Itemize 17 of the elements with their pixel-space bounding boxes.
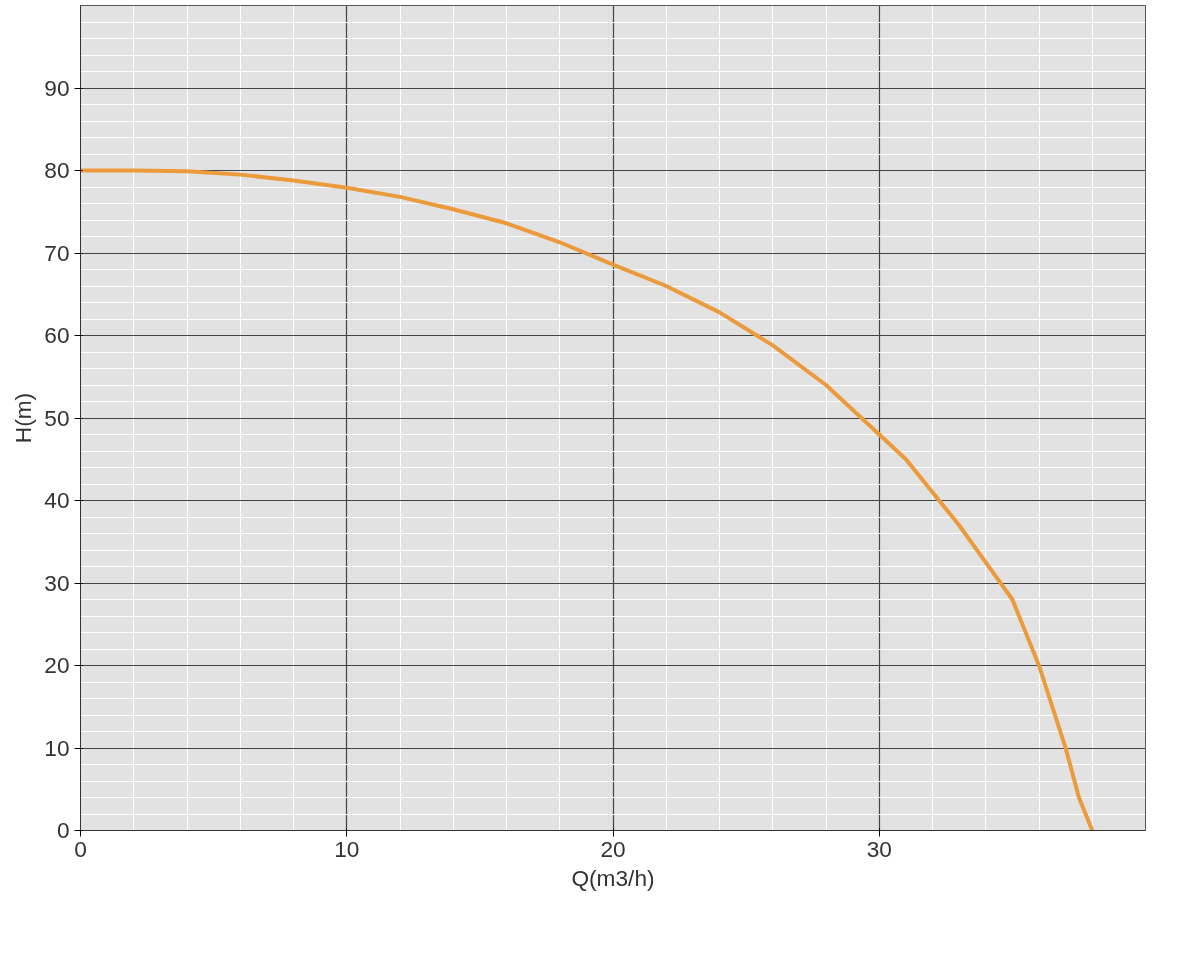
line-series <box>80 168 1095 831</box>
y-tick-label: 60 <box>44 322 70 348</box>
y-tick-label: 30 <box>44 569 70 596</box>
x-axis-title: Q(m3/h) <box>571 864 655 891</box>
x-tick-label: 10 <box>334 835 360 862</box>
y-tick-label: 70 <box>44 239 70 266</box>
x-tick-label: 0 <box>74 835 87 862</box>
y-tick-label: 80 <box>44 157 70 183</box>
x-tick-label: 30 <box>866 835 892 862</box>
y-tick-label: 0 <box>56 817 70 843</box>
y-tick-label: 40 <box>44 487 70 513</box>
y-axis-title: H(m) <box>10 392 37 444</box>
y-tick-label: 20 <box>44 652 70 678</box>
x-tick-label: 20 <box>600 835 626 862</box>
y-tick-label: 10 <box>44 734 70 761</box>
y-tick-label: 90 <box>44 74 70 101</box>
y-tick-label: 50 <box>44 404 70 431</box>
